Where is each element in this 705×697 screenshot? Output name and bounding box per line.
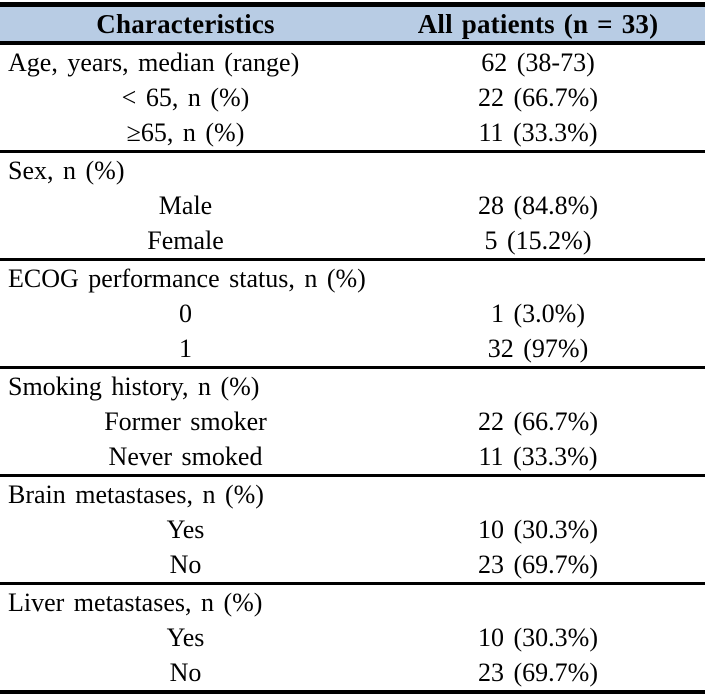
row-label: Liver metastases, n (%) bbox=[8, 588, 263, 617]
row-value: 62 (38-73) bbox=[481, 48, 595, 77]
row-value: 10 (30.3%) bbox=[478, 623, 598, 652]
table-body: Age, years, median (range) 62 (38-73) < … bbox=[0, 43, 705, 694]
row-value: 11 (33.3%) bbox=[371, 115, 705, 153]
row-label: Female bbox=[0, 223, 371, 261]
table-row: Male 28 (84.8%) bbox=[0, 188, 705, 223]
row-value bbox=[371, 152, 705, 189]
column-header-all-patients: All patients (n = 33) bbox=[371, 2, 705, 45]
table-row: Former smoker 22 (66.7%) bbox=[0, 404, 705, 439]
row-label: Former smoker bbox=[104, 407, 267, 436]
row-label: ECOG performance status, n (%) bbox=[8, 264, 366, 293]
table-row: Liver metastases, n (%) bbox=[0, 584, 705, 621]
table-row: < 65, n (%) 22 (66.7%) bbox=[0, 80, 705, 115]
row-label: Brain metastases, n (%) bbox=[8, 480, 264, 509]
table-row: Yes 10 (30.3%) bbox=[0, 620, 705, 655]
table-row: Yes 10 (30.3%) bbox=[0, 512, 705, 547]
table-row: Smoking history, n (%) bbox=[0, 368, 705, 405]
row-value: 23 (69.7%) bbox=[371, 547, 705, 585]
table-row: 0 1 (3.0%) bbox=[0, 296, 705, 331]
table-row: ECOG performance status, n (%) bbox=[0, 260, 705, 297]
row-value: 28 (84.8%) bbox=[478, 191, 598, 220]
table-row: Brain metastases, n (%) bbox=[0, 476, 705, 513]
row-label: Yes bbox=[166, 623, 205, 652]
row-value bbox=[371, 260, 705, 297]
table-header: Characteristics All patients (n = 33) bbox=[0, 2, 705, 45]
table-row: Female 5 (15.2%) bbox=[0, 223, 705, 261]
row-label: ≥65, n (%) bbox=[0, 115, 371, 153]
column-header-characteristics: Characteristics bbox=[0, 2, 371, 45]
table-row: No 23 (69.7%) bbox=[0, 547, 705, 585]
row-value: 1 (3.0%) bbox=[491, 299, 585, 328]
row-label: Yes bbox=[166, 515, 205, 544]
row-label: Sex, n (%) bbox=[8, 156, 125, 185]
table-row: Never smoked 11 (33.3%) bbox=[0, 439, 705, 477]
row-value: 22 (66.7%) bbox=[478, 407, 598, 436]
row-label: 0 bbox=[179, 299, 192, 328]
table-row: ≥65, n (%) 11 (33.3%) bbox=[0, 115, 705, 153]
row-label: Never smoked bbox=[0, 439, 371, 477]
row-label: No bbox=[0, 655, 371, 694]
row-value: 22 (66.7%) bbox=[478, 83, 598, 112]
row-label: Smoking history, n (%) bbox=[8, 372, 260, 401]
row-value: 5 (15.2%) bbox=[371, 223, 705, 261]
row-label: 1 bbox=[0, 331, 371, 369]
table-row: 1 32 (97%) bbox=[0, 331, 705, 369]
table-row: Sex, n (%) bbox=[0, 152, 705, 189]
row-label: < 65, n (%) bbox=[121, 83, 250, 112]
row-label: Male bbox=[158, 191, 213, 220]
row-value: 32 (97%) bbox=[371, 331, 705, 369]
table-row: Age, years, median (range) 62 (38-73) bbox=[0, 43, 705, 80]
row-value bbox=[371, 584, 705, 621]
table-header-row: Characteristics All patients (n = 33) bbox=[0, 2, 705, 45]
row-value: 10 (30.3%) bbox=[478, 515, 598, 544]
row-value: 23 (69.7%) bbox=[371, 655, 705, 694]
table-row: No 23 (69.7%) bbox=[0, 655, 705, 694]
row-value: 11 (33.3%) bbox=[371, 439, 705, 477]
row-value bbox=[371, 368, 705, 405]
row-value bbox=[371, 476, 705, 513]
row-label: Age, years, median (range) bbox=[8, 48, 300, 77]
row-label: No bbox=[0, 547, 371, 585]
